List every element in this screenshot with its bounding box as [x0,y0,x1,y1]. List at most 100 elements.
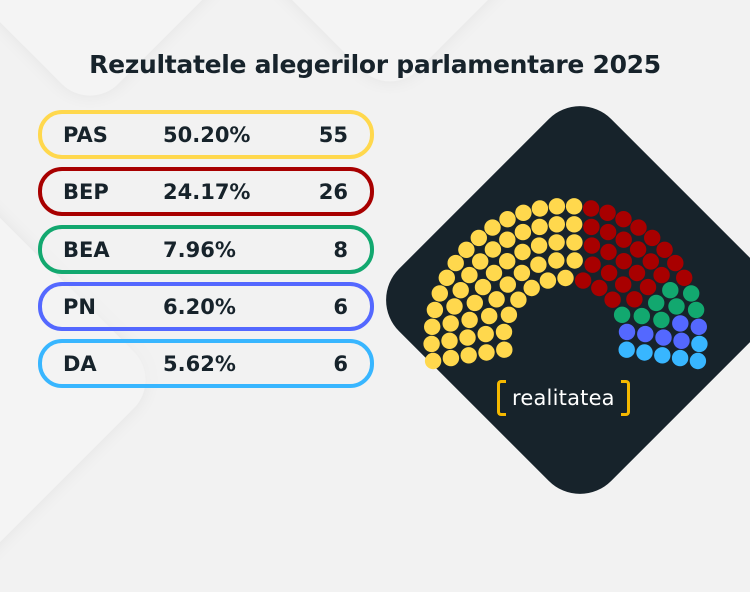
party-percent: 5.62% [163,351,236,376]
seat-pas [530,256,547,273]
seat-bep [615,276,632,293]
seat-bea [687,301,705,319]
seat-da [691,335,708,353]
party-seats: 8 [333,237,348,262]
seat-pas [484,219,501,236]
seat-pn [690,318,707,335]
seat-pas [438,269,455,286]
seat-bep [574,272,592,289]
party-name: BEP [63,179,109,204]
logo-bracket-left-icon [497,380,506,416]
seat-pas [566,252,583,269]
seat-bep [629,241,647,258]
seat-bep [615,231,632,248]
seat-pas [510,291,527,308]
seat-pn [673,332,690,349]
party-row-pas: PAS 50.20% 55 [38,110,374,159]
seat-pas [499,253,516,270]
seat-pas [481,307,498,325]
brand-logo: realitatea [497,380,630,416]
party-percent: 24.17% [163,179,251,204]
seat-bep [615,253,632,270]
seat-pas [496,341,513,358]
seat-pas [478,344,495,361]
party-seats: 6 [333,351,348,376]
seat-pas [557,269,574,287]
seat-pas [531,200,549,217]
seat-pas [513,264,531,282]
seat-da [636,344,653,361]
seat-pas [548,234,565,251]
party-percent: 50.20% [163,122,251,147]
seat-pas [459,329,476,346]
party-name: PN [63,294,96,319]
seat-bea [668,298,685,315]
seat-pas [514,243,531,261]
seat-pas [500,306,518,323]
seat-bep [599,223,617,241]
seat-bep [667,254,684,272]
seat-pn [655,329,672,346]
seat-da [654,347,671,364]
seat-pas [446,298,463,315]
party-row-pn: PN 6.20% 6 [38,282,374,331]
seat-pas [447,254,464,272]
seat-bep [604,291,621,308]
seat-bep [600,243,617,261]
party-seats: 55 [318,122,348,147]
seat-da [689,352,707,370]
seat-bea [653,311,670,329]
seat-pas [530,237,548,254]
seat-bea [683,285,700,302]
seat-bep [584,256,601,273]
seat-bep [656,241,673,258]
seat-pas [424,318,441,335]
seat-bep [583,237,601,254]
seat-da [671,349,689,367]
seat-bep [628,264,646,282]
seat-pas [442,349,460,367]
party-row-bea: BEA 7.96% 8 [38,225,374,274]
seat-pas [499,276,516,293]
seat-pas [424,352,442,370]
seat-pas [485,264,503,282]
seat-pas [484,241,502,258]
seat-pas [514,223,532,241]
seat-pas [531,218,548,236]
chart-title: Rezultatele alegerilor parlamentare 2025 [89,49,661,79]
seat-pn [637,325,654,343]
seat-bea [648,294,665,312]
seat-pas [488,291,505,308]
seat-pas [566,216,583,233]
seat-bep [642,253,659,270]
seat-bep [583,218,600,236]
seat-pas [499,211,516,228]
seat-pas [441,332,458,349]
seat-pas [548,198,566,215]
seat-bep [676,269,693,286]
seat-pas [460,347,477,364]
seat-pas [477,325,494,343]
party-name: BEA [63,237,110,262]
seat-pas [523,279,540,297]
seat-pn [672,315,689,332]
party-row-da: DA 5.62% 6 [38,339,374,388]
seat-pn [618,323,636,341]
party-seats: 6 [333,294,348,319]
seat-pas [431,285,448,302]
seat-pas [472,253,489,270]
seat-da [618,341,635,358]
seat-bep [591,279,608,297]
seat-bep [582,200,600,217]
party-name: PAS [63,122,108,147]
seat-pas [452,282,469,299]
seat-bep [600,264,618,282]
party-seats: 26 [318,179,348,204]
seat-bep [626,291,643,308]
seat-pas [515,204,532,221]
seat-pas [442,315,459,332]
seat-pas [423,335,440,353]
seat-bep [599,204,616,221]
seat-pas [470,229,487,247]
logo-bracket-right-icon [620,380,630,416]
